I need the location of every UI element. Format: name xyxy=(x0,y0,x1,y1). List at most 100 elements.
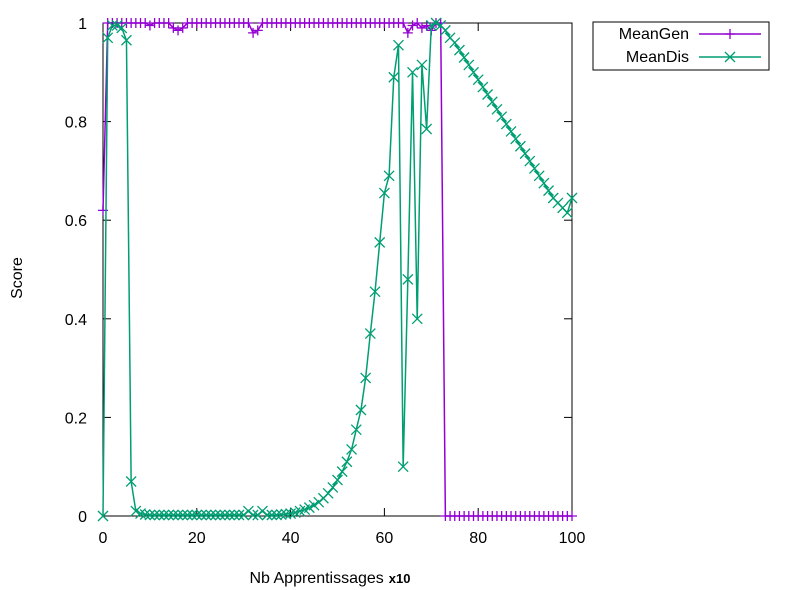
data-point-meandis xyxy=(543,185,555,197)
data-point-meandis xyxy=(135,508,146,519)
data-point-meandis xyxy=(163,509,175,521)
x-tick-label: 100 xyxy=(559,530,586,547)
data-point-meangen xyxy=(412,18,423,28)
data-point-meandis xyxy=(336,466,348,478)
data-point-meandis xyxy=(388,71,400,83)
data-point-meangen xyxy=(421,20,432,31)
data-point-meandis xyxy=(350,424,362,436)
data-point-meandis xyxy=(397,461,409,473)
data-point-meangen xyxy=(243,18,254,28)
data-point-meandis xyxy=(458,52,470,63)
data-point-meandis xyxy=(153,509,165,521)
data-point-meandis xyxy=(453,44,465,56)
data-point-meandis xyxy=(308,499,320,511)
data-point-meandis xyxy=(97,510,109,522)
y-tick-label: 0 xyxy=(78,509,87,526)
legend-marker-meangen xyxy=(725,29,735,39)
x-tick-label: 40 xyxy=(282,530,300,547)
legend-label-meangen: MeanGen xyxy=(619,26,689,43)
data-point-meandis xyxy=(280,508,292,520)
data-point-meandis xyxy=(355,404,367,416)
data-point-meandis xyxy=(205,509,217,521)
data-point-meandis xyxy=(219,509,231,521)
data-point-meandis xyxy=(393,39,404,51)
data-point-meangen xyxy=(173,25,184,36)
data-point-meandis xyxy=(514,140,526,152)
data-point-meandis xyxy=(233,509,245,521)
data-point-meangen xyxy=(416,22,427,33)
x-axis-ticks: 0 20 40 60 80 100 xyxy=(99,23,586,547)
y-tick-label: 1 xyxy=(78,16,87,33)
data-point-meandis xyxy=(407,66,418,78)
data-point-meandis xyxy=(491,103,503,115)
data-point-meandis xyxy=(228,509,240,521)
data-point-meandis xyxy=(538,177,550,189)
x-tick-label: 0 xyxy=(99,530,108,547)
data-point-meandis xyxy=(505,126,517,137)
data-point-meandis xyxy=(346,443,358,455)
y-tick-label: 0.4 xyxy=(65,312,87,329)
data-point-meangen xyxy=(248,27,259,38)
data-point-meangen xyxy=(407,20,418,31)
data-point-meandis xyxy=(468,66,479,78)
data-point-meandis xyxy=(439,24,451,36)
data-point-meandis xyxy=(167,509,179,521)
data-point-meandis xyxy=(341,456,353,468)
data-point-meandis xyxy=(177,509,189,521)
y-axis-label: Score xyxy=(9,257,26,299)
y-tick-label: 0.8 xyxy=(65,115,87,132)
data-point-meandis xyxy=(144,509,156,521)
data-point-meandis xyxy=(322,487,334,499)
data-point-meandis xyxy=(378,187,390,199)
data-point-meandis xyxy=(496,111,508,123)
data-point-meandis xyxy=(482,89,494,100)
data-point-meandis xyxy=(327,481,339,493)
series-meangen xyxy=(98,18,577,521)
data-point-meandis xyxy=(172,509,184,521)
data-point-meandis xyxy=(477,81,489,93)
x-axis-label: Nb Apprentissages x10 xyxy=(249,570,410,587)
y-axis-ticks: 0 0.2 0.4 0.6 0.8 1 xyxy=(65,16,572,526)
data-point-meandis xyxy=(200,509,212,521)
data-point-meandis xyxy=(472,74,484,86)
data-point-meandis xyxy=(261,509,273,521)
data-point-meandis xyxy=(524,155,536,167)
data-point-meandis xyxy=(402,273,414,285)
data-point-meandis xyxy=(533,170,545,182)
data-point-meandis xyxy=(196,509,207,521)
data-point-meangen xyxy=(177,22,188,33)
data-point-meandis xyxy=(364,328,376,340)
y-tick-label: 0.6 xyxy=(65,213,87,230)
data-point-meangen xyxy=(567,511,577,521)
data-point-meandis xyxy=(102,32,114,44)
data-point-meandis xyxy=(374,236,386,248)
data-point-meandis xyxy=(449,37,461,49)
x-axis-label-main: Nb Apprentissages xyxy=(249,570,383,587)
data-point-meandis xyxy=(510,133,522,145)
data-point-meandis xyxy=(210,509,222,521)
data-point-meangen xyxy=(140,18,151,28)
data-point-meandis xyxy=(416,59,428,71)
data-point-meandis xyxy=(266,509,278,521)
data-point-meandis xyxy=(566,192,578,204)
data-point-meandis xyxy=(421,123,433,135)
data-point-meandis xyxy=(139,509,151,520)
data-point-meangen xyxy=(402,27,413,38)
series-meandis xyxy=(97,17,578,522)
data-point-meandis xyxy=(500,118,512,130)
data-point-meandis xyxy=(120,34,132,46)
data-point-meandis xyxy=(271,509,282,521)
series-layer xyxy=(97,17,578,522)
data-point-meandis xyxy=(369,286,381,298)
series-line-meangen xyxy=(102,22,572,517)
data-point-meangen xyxy=(163,18,174,28)
x-tick-label: 80 xyxy=(469,530,487,547)
data-point-meandis xyxy=(116,22,128,34)
x-axis-label-suffix: x10 xyxy=(389,571,411,586)
legend: MeanGen MeanDis xyxy=(592,21,770,71)
plot-border xyxy=(102,22,573,517)
data-point-meandis xyxy=(275,509,287,520)
data-point-meandis xyxy=(125,476,137,487)
data-point-meandis xyxy=(247,509,259,521)
